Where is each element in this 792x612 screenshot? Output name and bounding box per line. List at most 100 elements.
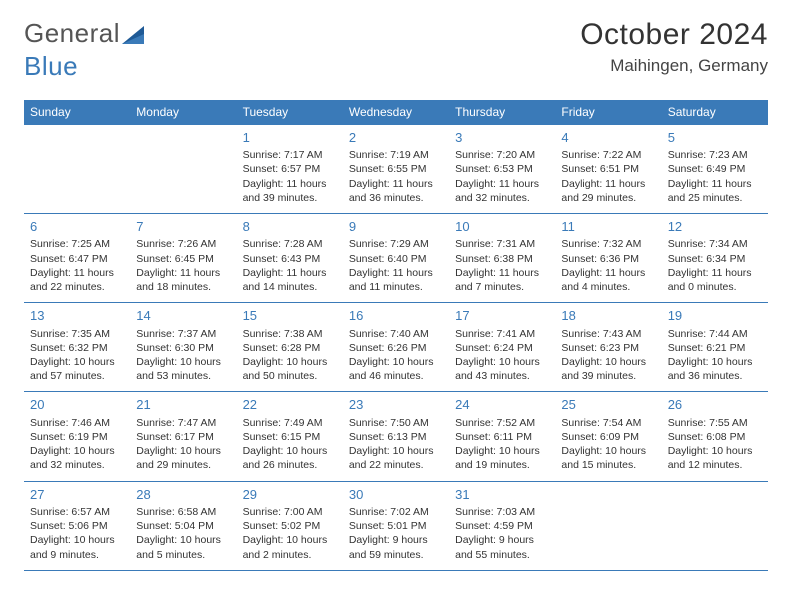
week-row: 27Sunrise: 6:57 AMSunset: 5:06 PMDayligh… [24, 481, 768, 570]
sunrise-line: Sunrise: 7:49 AM [243, 416, 337, 430]
day-number: 4 [561, 129, 655, 147]
daylight-line: Daylight: 10 hours and 2 minutes. [243, 533, 337, 561]
day-number: 11 [561, 218, 655, 236]
day-cell: 2Sunrise: 7:19 AMSunset: 6:55 PMDaylight… [343, 124, 449, 213]
daylight-line: Daylight: 11 hours and 0 minutes. [668, 266, 762, 294]
day-header: Tuesday [237, 100, 343, 125]
day-cell: 3Sunrise: 7:20 AMSunset: 6:53 PMDaylight… [449, 124, 555, 213]
sunset-line: Sunset: 6:26 PM [349, 341, 443, 355]
sunrise-line: Sunrise: 7:02 AM [349, 505, 443, 519]
logo-text: GeneralBlue [24, 18, 146, 82]
day-cell: 19Sunrise: 7:44 AMSunset: 6:21 PMDayligh… [662, 303, 768, 392]
daylight-line: Daylight: 10 hours and 36 minutes. [668, 355, 762, 383]
day-number: 17 [455, 307, 549, 325]
day-cell: 13Sunrise: 7:35 AMSunset: 6:32 PMDayligh… [24, 303, 130, 392]
sunrise-line: Sunrise: 7:00 AM [243, 505, 337, 519]
sunrise-line: Sunrise: 7:47 AM [136, 416, 230, 430]
sunrise-line: Sunrise: 7:32 AM [561, 237, 655, 251]
daylight-line: Daylight: 11 hours and 14 minutes. [243, 266, 337, 294]
sunset-line: Sunset: 6:21 PM [668, 341, 762, 355]
empty-cell [555, 481, 661, 570]
sunrise-line: Sunrise: 7:37 AM [136, 327, 230, 341]
sunrise-line: Sunrise: 7:22 AM [561, 148, 655, 162]
daylight-line: Daylight: 10 hours and 29 minutes. [136, 444, 230, 472]
daylight-line: Daylight: 10 hours and 57 minutes. [30, 355, 124, 383]
day-number: 23 [349, 396, 443, 414]
daylight-line: Daylight: 10 hours and 22 minutes. [349, 444, 443, 472]
sunrise-line: Sunrise: 7:29 AM [349, 237, 443, 251]
day-header: Thursday [449, 100, 555, 125]
day-number: 22 [243, 396, 337, 414]
sunset-line: Sunset: 6:13 PM [349, 430, 443, 444]
day-cell: 12Sunrise: 7:34 AMSunset: 6:34 PMDayligh… [662, 213, 768, 302]
sunrise-line: Sunrise: 7:03 AM [455, 505, 549, 519]
empty-cell [130, 124, 236, 213]
daylight-line: Daylight: 10 hours and 50 minutes. [243, 355, 337, 383]
daylight-line: Daylight: 11 hours and 22 minutes. [30, 266, 124, 294]
day-number: 19 [668, 307, 762, 325]
day-cell: 26Sunrise: 7:55 AMSunset: 6:08 PMDayligh… [662, 392, 768, 481]
daylight-line: Daylight: 11 hours and 25 minutes. [668, 177, 762, 205]
day-number: 9 [349, 218, 443, 236]
day-cell: 16Sunrise: 7:40 AMSunset: 6:26 PMDayligh… [343, 303, 449, 392]
day-number: 7 [136, 218, 230, 236]
sunrise-line: Sunrise: 7:17 AM [243, 148, 337, 162]
day-cell: 9Sunrise: 7:29 AMSunset: 6:40 PMDaylight… [343, 213, 449, 302]
daylight-line: Daylight: 10 hours and 12 minutes. [668, 444, 762, 472]
day-number: 1 [243, 129, 337, 147]
sunrise-line: Sunrise: 7:20 AM [455, 148, 549, 162]
day-cell: 14Sunrise: 7:37 AMSunset: 6:30 PMDayligh… [130, 303, 236, 392]
day-header: Saturday [662, 100, 768, 125]
daylight-line: Daylight: 11 hours and 29 minutes. [561, 177, 655, 205]
sunset-line: Sunset: 6:19 PM [30, 430, 124, 444]
day-number: 13 [30, 307, 124, 325]
week-row: 20Sunrise: 7:46 AMSunset: 6:19 PMDayligh… [24, 392, 768, 481]
sunrise-line: Sunrise: 7:38 AM [243, 327, 337, 341]
sunset-line: Sunset: 6:17 PM [136, 430, 230, 444]
sunset-line: Sunset: 6:34 PM [668, 252, 762, 266]
day-number: 26 [668, 396, 762, 414]
day-cell: 28Sunrise: 6:58 AMSunset: 5:04 PMDayligh… [130, 481, 236, 570]
day-number: 27 [30, 486, 124, 504]
sunset-line: Sunset: 6:11 PM [455, 430, 549, 444]
day-cell: 24Sunrise: 7:52 AMSunset: 6:11 PMDayligh… [449, 392, 555, 481]
sunrise-line: Sunrise: 7:26 AM [136, 237, 230, 251]
sunset-line: Sunset: 6:23 PM [561, 341, 655, 355]
day-cell: 25Sunrise: 7:54 AMSunset: 6:09 PMDayligh… [555, 392, 661, 481]
sunset-line: Sunset: 6:55 PM [349, 162, 443, 176]
day-cell: 4Sunrise: 7:22 AMSunset: 6:51 PMDaylight… [555, 124, 661, 213]
sunrise-line: Sunrise: 7:34 AM [668, 237, 762, 251]
sunset-line: Sunset: 5:06 PM [30, 519, 124, 533]
sunrise-line: Sunrise: 7:55 AM [668, 416, 762, 430]
day-cell: 5Sunrise: 7:23 AMSunset: 6:49 PMDaylight… [662, 124, 768, 213]
day-cell: 1Sunrise: 7:17 AMSunset: 6:57 PMDaylight… [237, 124, 343, 213]
day-number: 28 [136, 486, 230, 504]
day-number: 18 [561, 307, 655, 325]
day-cell: 18Sunrise: 7:43 AMSunset: 6:23 PMDayligh… [555, 303, 661, 392]
sunset-line: Sunset: 5:02 PM [243, 519, 337, 533]
sunrise-line: Sunrise: 7:52 AM [455, 416, 549, 430]
day-cell: 15Sunrise: 7:38 AMSunset: 6:28 PMDayligh… [237, 303, 343, 392]
sunrise-line: Sunrise: 7:54 AM [561, 416, 655, 430]
day-header-row: SundayMondayTuesdayWednesdayThursdayFrid… [24, 100, 768, 125]
week-row: 6Sunrise: 7:25 AMSunset: 6:47 PMDaylight… [24, 213, 768, 302]
sunset-line: Sunset: 6:57 PM [243, 162, 337, 176]
day-number: 2 [349, 129, 443, 147]
day-number: 21 [136, 396, 230, 414]
empty-cell [662, 481, 768, 570]
day-number: 5 [668, 129, 762, 147]
sunset-line: Sunset: 6:49 PM [668, 162, 762, 176]
day-number: 30 [349, 486, 443, 504]
sunset-line: Sunset: 6:09 PM [561, 430, 655, 444]
sunrise-line: Sunrise: 7:40 AM [349, 327, 443, 341]
sunset-line: Sunset: 6:36 PM [561, 252, 655, 266]
daylight-line: Daylight: 10 hours and 39 minutes. [561, 355, 655, 383]
day-cell: 27Sunrise: 6:57 AMSunset: 5:06 PMDayligh… [24, 481, 130, 570]
day-cell: 21 Sunrise: 7:47 AMSunset: 6:17 PMDayligh… [130, 392, 236, 481]
day-cell: 10Sunrise: 7:31 AMSunset: 6:38 PMDayligh… [449, 213, 555, 302]
sunrise-line: Sunrise: 7:28 AM [243, 237, 337, 251]
day-cell: 31Sunrise: 7:03 AMSunset: 4:59 PMDayligh… [449, 481, 555, 570]
day-header: Sunday [24, 100, 130, 125]
daylight-line: Daylight: 10 hours and 43 minutes. [455, 355, 549, 383]
day-number: 3 [455, 129, 549, 147]
